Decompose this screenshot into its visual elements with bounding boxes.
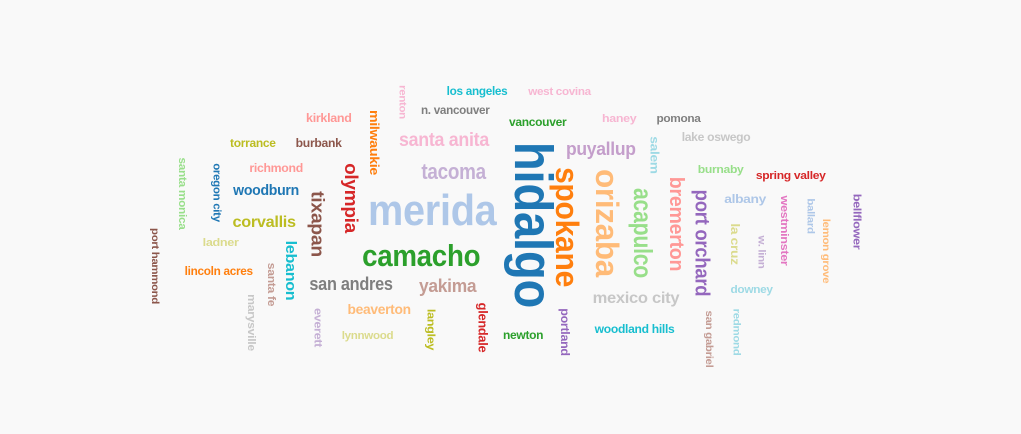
cloud-word: downey — [730, 284, 773, 296]
cloud-word: ballard — [804, 198, 816, 234]
cloud-word: olympia — [340, 163, 361, 233]
cloud-word: santa monica — [175, 157, 188, 230]
cloud-word: glendale — [475, 302, 491, 353]
cloud-word: spring valley — [755, 170, 826, 182]
cloud-word: beaverton — [347, 301, 411, 317]
cloud-word: marysville — [244, 294, 257, 351]
cloud-word: tixapan — [307, 191, 328, 257]
cloud-word: burnaby — [697, 164, 744, 176]
cloud-word: woodland hills — [594, 322, 675, 336]
cloud-word: san andres — [309, 274, 393, 294]
cloud-word: mexico city — [592, 290, 680, 307]
cloud-word: everett — [311, 307, 324, 348]
cloud-word: burbank — [295, 136, 342, 150]
cloud-word: lynnwood — [341, 330, 394, 342]
cloud-word: vancouver — [509, 115, 567, 129]
cloud-word: los angeles — [446, 84, 508, 98]
cloud-word: yakima — [419, 276, 477, 296]
cloud-word: merida — [368, 186, 497, 235]
cloud-word: lincoln acres — [184, 264, 253, 278]
cloud-word: corvallis — [232, 214, 297, 231]
cloud-word: port orchard — [690, 189, 713, 297]
cloud-word: oregon city — [210, 163, 223, 222]
cloud-word: n. vancouver — [420, 103, 490, 117]
cloud-word: redmond — [730, 308, 742, 356]
cloud-word: bellflower — [850, 193, 863, 250]
cloud-word: orizaba — [588, 169, 625, 277]
cloud-word: tacoma — [421, 159, 486, 184]
cloud-word: puyallup — [565, 139, 636, 159]
cloud-word: salem — [647, 136, 662, 174]
cloud-word: santa fe — [265, 262, 278, 307]
cloud-word: san gabriel — [702, 310, 714, 368]
cloud-word: kirkland — [306, 111, 352, 125]
cloud-word: port hammond — [149, 228, 161, 304]
cloud-word: portland — [557, 308, 572, 356]
cloud-word: santa anita — [399, 130, 489, 151]
cloud-word: spokane — [548, 166, 585, 288]
cloud-word: lemon grove — [820, 218, 832, 284]
cloud-word: lake oswego — [681, 130, 751, 144]
cloud-word: acapulco — [628, 187, 659, 279]
cloud-word: west covina — [528, 86, 591, 98]
cloud-word: ladner — [202, 237, 239, 249]
cloud-word: camacho — [362, 238, 481, 273]
cloud-word: woodburn — [233, 182, 299, 199]
cloud-word: pomona — [656, 113, 701, 125]
cloud-word: langley — [424, 308, 437, 351]
cloud-word: milwaukie — [367, 109, 383, 176]
cloud-word: w. linn — [755, 235, 767, 269]
cloud-word: newton — [503, 328, 544, 342]
cloud-word: bremerton — [665, 176, 688, 272]
cloud-word: torrance — [230, 136, 276, 150]
cloud-word: albany — [724, 192, 766, 206]
cloud-word: westminster — [777, 195, 790, 266]
cloud-word: la cruz — [727, 223, 742, 265]
cloud-word: richmond — [249, 161, 303, 175]
cloud-word: renton — [396, 85, 408, 119]
cloud-word: lebanon — [282, 240, 300, 301]
cloud-word: haney — [602, 113, 637, 125]
